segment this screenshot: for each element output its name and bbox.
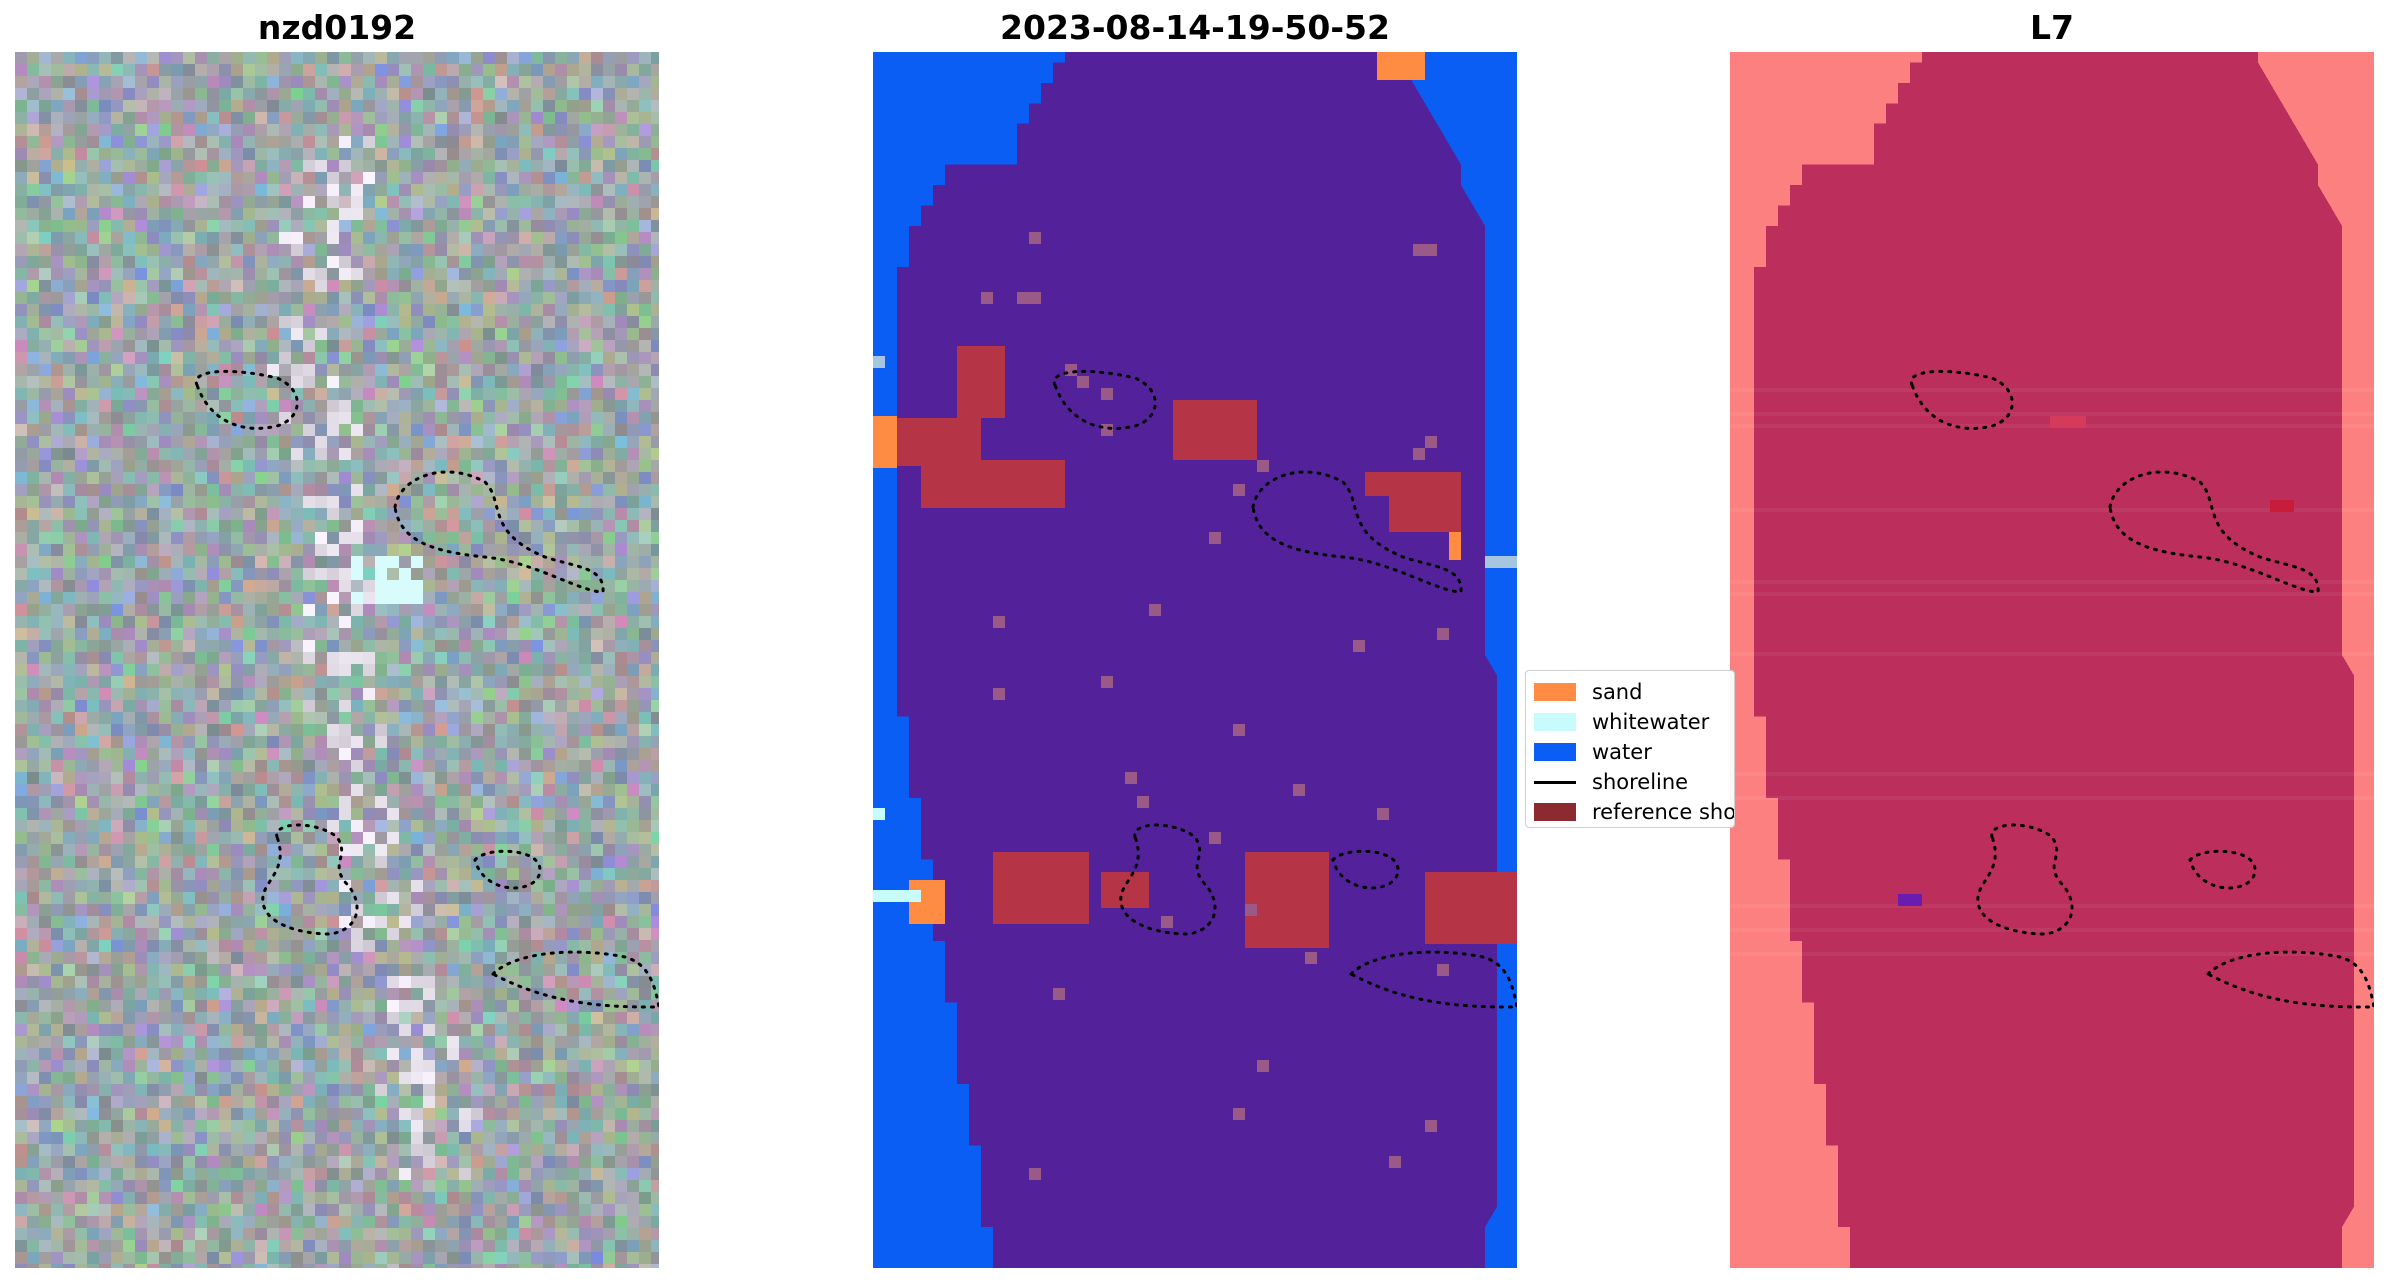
l7-highlight (1898, 894, 1922, 906)
legend-item-whitewater: whitewater (1534, 707, 1726, 737)
reference-shoreline-dots (261, 823, 359, 936)
reference-shoreline-dots (393, 470, 605, 594)
l7-image-panel (1730, 52, 2374, 1268)
shoreline-patch (1365, 472, 1401, 496)
whitewater-patch (873, 356, 885, 368)
reference-shoreline-outline (1052, 369, 1157, 430)
shoreline-patch (1425, 872, 1517, 944)
reference-shoreline-dots (2108, 470, 2320, 594)
l7-image (1730, 52, 2374, 1268)
shoreline-patch (885, 418, 981, 466)
legend-label-whitewater: whitewater (1592, 710, 1710, 734)
shoreline-patch (957, 346, 1005, 418)
reference-shoreline-dots (1251, 470, 1463, 594)
legend-item-reference-shoreline: reference shoreline (1534, 797, 1734, 827)
legend: sand whitewater water shoreline referenc… (1525, 670, 1735, 828)
sand-patch (873, 416, 897, 468)
legend-swatch-water (1534, 743, 1576, 761)
reference-shoreline-outline (261, 823, 359, 936)
reference-shoreline-dots (1909, 369, 2014, 430)
legend-item-shoreline: shoreline (1534, 767, 1726, 797)
reference-shoreline-dots (1976, 823, 2074, 936)
l7-highlight (2270, 500, 2294, 512)
shoreline-patch (1173, 400, 1257, 460)
l7-highlight (2050, 416, 2086, 428)
whitewater-patch (1485, 556, 1517, 568)
rgb-image-panel (15, 52, 659, 1268)
reference-shoreline-outline (194, 369, 299, 430)
reference-shoreline-outline (1251, 470, 1463, 594)
panel-title-l7: L7 (2030, 8, 2074, 47)
reference-shoreline-dots (1119, 823, 1217, 936)
classification-image-panel (873, 52, 1517, 1268)
legend-item-water: water (1534, 737, 1726, 767)
panel-title-classification: 2023-08-14-19-50-52 (1000, 8, 1390, 47)
reference-shoreline-outline (393, 470, 605, 594)
reference-shoreline-dots (194, 369, 299, 430)
rgb-image (15, 52, 659, 1268)
legend-label-sand: sand (1592, 680, 1643, 704)
land-region (897, 52, 1497, 1268)
l7-inside-region (1754, 52, 2354, 1268)
reference-shoreline-outline (1976, 823, 2074, 936)
sand-patch (1449, 532, 1461, 560)
legend-swatch-reference-shoreline (1534, 803, 1576, 821)
shoreline-patch (921, 460, 1065, 508)
panel-title-rgb: nzd0192 (257, 8, 417, 47)
sand-patch (1377, 52, 1425, 80)
legend-label-shoreline: shoreline (1592, 770, 1689, 794)
legend-item-sand: sand (1534, 677, 1726, 707)
reference-shoreline-outline (2108, 470, 2320, 594)
shoreline-patch (993, 852, 1089, 924)
legend-label-water: water (1592, 740, 1652, 764)
legend-swatch-sand (1534, 683, 1576, 701)
whitewater-patch (873, 890, 921, 902)
classification-image (873, 52, 1517, 1268)
reference-shoreline-outline (1909, 369, 2014, 430)
reference-shoreline-outline (1119, 823, 1217, 936)
legend-line-shoreline (1534, 780, 1576, 784)
legend-swatch-whitewater (1534, 713, 1576, 731)
shoreline-patch (1245, 852, 1329, 948)
whitewater-patch (873, 808, 885, 820)
shoreline-patch (1101, 872, 1149, 908)
reference-shoreline-dots (1052, 369, 1157, 430)
legend-label-reference-shoreline: reference shoreline (1592, 800, 1735, 824)
